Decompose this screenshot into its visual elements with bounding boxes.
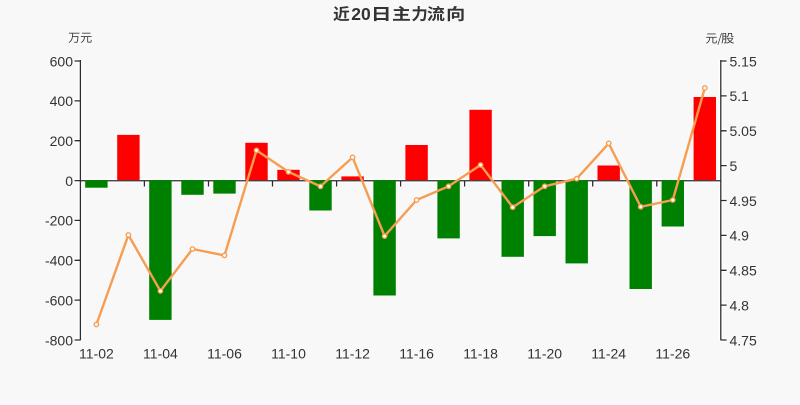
svg-text:11-24: 11-24 [591,346,626,362]
svg-text:4.9: 4.9 [730,228,750,244]
svg-text:20: 20 [351,4,371,24]
svg-text:11-26: 11-26 [655,346,690,362]
svg-text:4.95: 4.95 [730,193,757,209]
svg-text:11-06: 11-06 [207,346,242,362]
svg-text:5.15: 5.15 [730,53,757,69]
svg-text:11-04: 11-04 [143,346,178,362]
svg-text:400: 400 [50,93,74,109]
svg-text:-600: -600 [45,292,73,308]
svg-text:11-18: 11-18 [463,346,498,362]
svg-text:11-16: 11-16 [399,346,434,362]
svg-text:0: 0 [65,173,73,189]
svg-text:5.05: 5.05 [730,123,757,139]
svg-text:-200: -200 [45,213,73,229]
svg-text:600: 600 [50,53,74,69]
svg-text:4.85: 4.85 [730,263,757,279]
svg-text:4.8: 4.8 [730,297,750,313]
svg-text:5: 5 [730,158,738,174]
svg-text:-800: -800 [45,332,73,348]
svg-text:200: 200 [50,133,74,149]
svg-text:11-20: 11-20 [527,346,562,362]
svg-text:4.75: 4.75 [730,332,757,348]
svg-text:-400: -400 [45,253,73,269]
svg-text:11-10: 11-10 [271,346,306,362]
svg-text:11-02: 11-02 [79,346,114,362]
svg-text:11-12: 11-12 [335,346,370,362]
svg-text:5.1: 5.1 [730,88,750,104]
